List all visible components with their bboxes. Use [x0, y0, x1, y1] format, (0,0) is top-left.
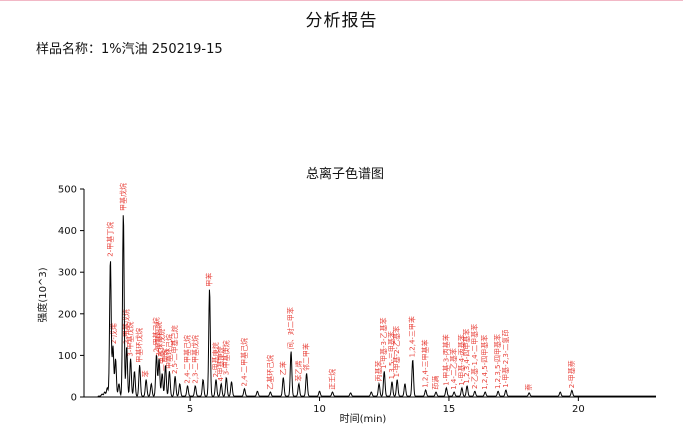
peak-label: 2,5-二甲基己烷	[170, 325, 179, 374]
peak-label: 2-甲基萘	[567, 360, 576, 388]
top-rule	[0, 0, 683, 1]
peak-label: 1,2,4-三甲基苯	[421, 339, 430, 387]
peak-label: 2-甲基己烷	[152, 317, 161, 352]
peak-label: 萘	[524, 384, 533, 391]
peak-label: 3-甲基戊烷	[126, 322, 135, 357]
peak-label: 2-乙基-1,4-二甲基苯	[470, 324, 479, 389]
peak-label: 4-甲基庚烷	[216, 347, 225, 382]
peak-label: 甲基戊烷	[118, 183, 127, 211]
peak-label: 邻二甲苯	[302, 343, 311, 371]
axes	[83, 189, 656, 398]
peak-label: 2-甲基戊烷	[122, 309, 131, 344]
y-tick-label: 0	[71, 393, 77, 404]
peak-label: 2,4-二甲基己烷	[183, 335, 192, 384]
sample-name-line: 样品名称：1%汽油 250219-15	[36, 38, 223, 57]
peak-label: 乙基环己烷	[265, 355, 274, 390]
peak-label: 2-甲基庚烷	[211, 342, 220, 377]
peak-label: 甲苯	[205, 273, 214, 287]
x-axis-label: 时间(min)	[340, 412, 387, 425]
peak-label: 1-甲基-2-乙基苯	[392, 326, 401, 378]
axis-ticks: 0 100 200 300 400 500 5 10 15 20	[58, 185, 585, 416]
peak-label: 间、对二甲苯	[286, 307, 295, 349]
sample-name-label: 样品名称：	[36, 42, 102, 57]
tic-chart: 总离子色谱图 强度(10^3) 时间(min) 0 100 200 300 400 500…	[36, 166, 656, 425]
peak-label: 甲基环己烷	[164, 334, 173, 369]
peak-label: 乙苯	[278, 361, 287, 375]
x-tick-label: 15	[443, 404, 456, 415]
sample-name-value: 1%汽油 250219-15	[101, 42, 223, 57]
peak-label: 2-甲基丁烷	[105, 222, 114, 257]
peak-label: 1-甲基-2,3-二氢茚	[501, 330, 510, 388]
peak-label: 3-甲基己烷	[154, 322, 163, 357]
peak-label: 1,2,3,4-四甲基苯	[462, 329, 471, 384]
y-tick-label: 500	[58, 185, 77, 196]
peak-label: 3-甲基庚烷	[221, 340, 230, 375]
peak-label: 1,2,4-三甲苯	[408, 316, 417, 357]
peak-label: 1-甲基-3-乙基苯	[379, 318, 388, 370]
peak-label: 庚烷	[161, 349, 170, 363]
y-tick-label: 300	[58, 268, 77, 279]
peak-label: 茚满	[431, 376, 440, 390]
report-title: 分析报告	[305, 11, 378, 31]
peak-label: 1,3,5-三甲基苯	[387, 331, 396, 379]
peak-label: 正壬烷	[328, 369, 337, 390]
chart-title: 总离子色谱图	[306, 166, 384, 182]
y-tick-label: 400	[58, 226, 77, 237]
peak-label: 1,4-二乙基苯	[449, 348, 458, 390]
chromatogram-trace	[84, 215, 656, 398]
y-tick-label: 100	[58, 351, 77, 362]
peak-label: 丙基苯	[374, 361, 383, 382]
peak-label: 二甲基环戊烷	[157, 329, 166, 371]
x-tick-label: 5	[187, 404, 193, 415]
y-axis-label: 强度(10^3)	[36, 267, 49, 322]
peak-label: 1,2,4,5-四甲基苯	[480, 335, 489, 390]
peak-label: 苯乙烯	[294, 361, 303, 382]
peak-label: 甲基环戊烷	[135, 328, 144, 363]
peak-label: 1,2,3,5-四甲基苯	[493, 334, 502, 389]
peak-label: 2,3-二甲基戊烷	[190, 335, 199, 384]
peak-label: 2,4-二甲基己烷	[240, 338, 249, 387]
y-tick-label: 200	[58, 309, 77, 320]
peak-label: 2-戊烯	[109, 323, 118, 344]
peak-label: 苯	[141, 370, 150, 377]
peak-label: 1-甲基-4-丙基苯	[457, 334, 466, 386]
x-tick-label: 10	[313, 404, 326, 415]
x-tick-label: 20	[572, 404, 585, 415]
peak-label: 1-甲基-3-丙基苯	[441, 334, 450, 386]
